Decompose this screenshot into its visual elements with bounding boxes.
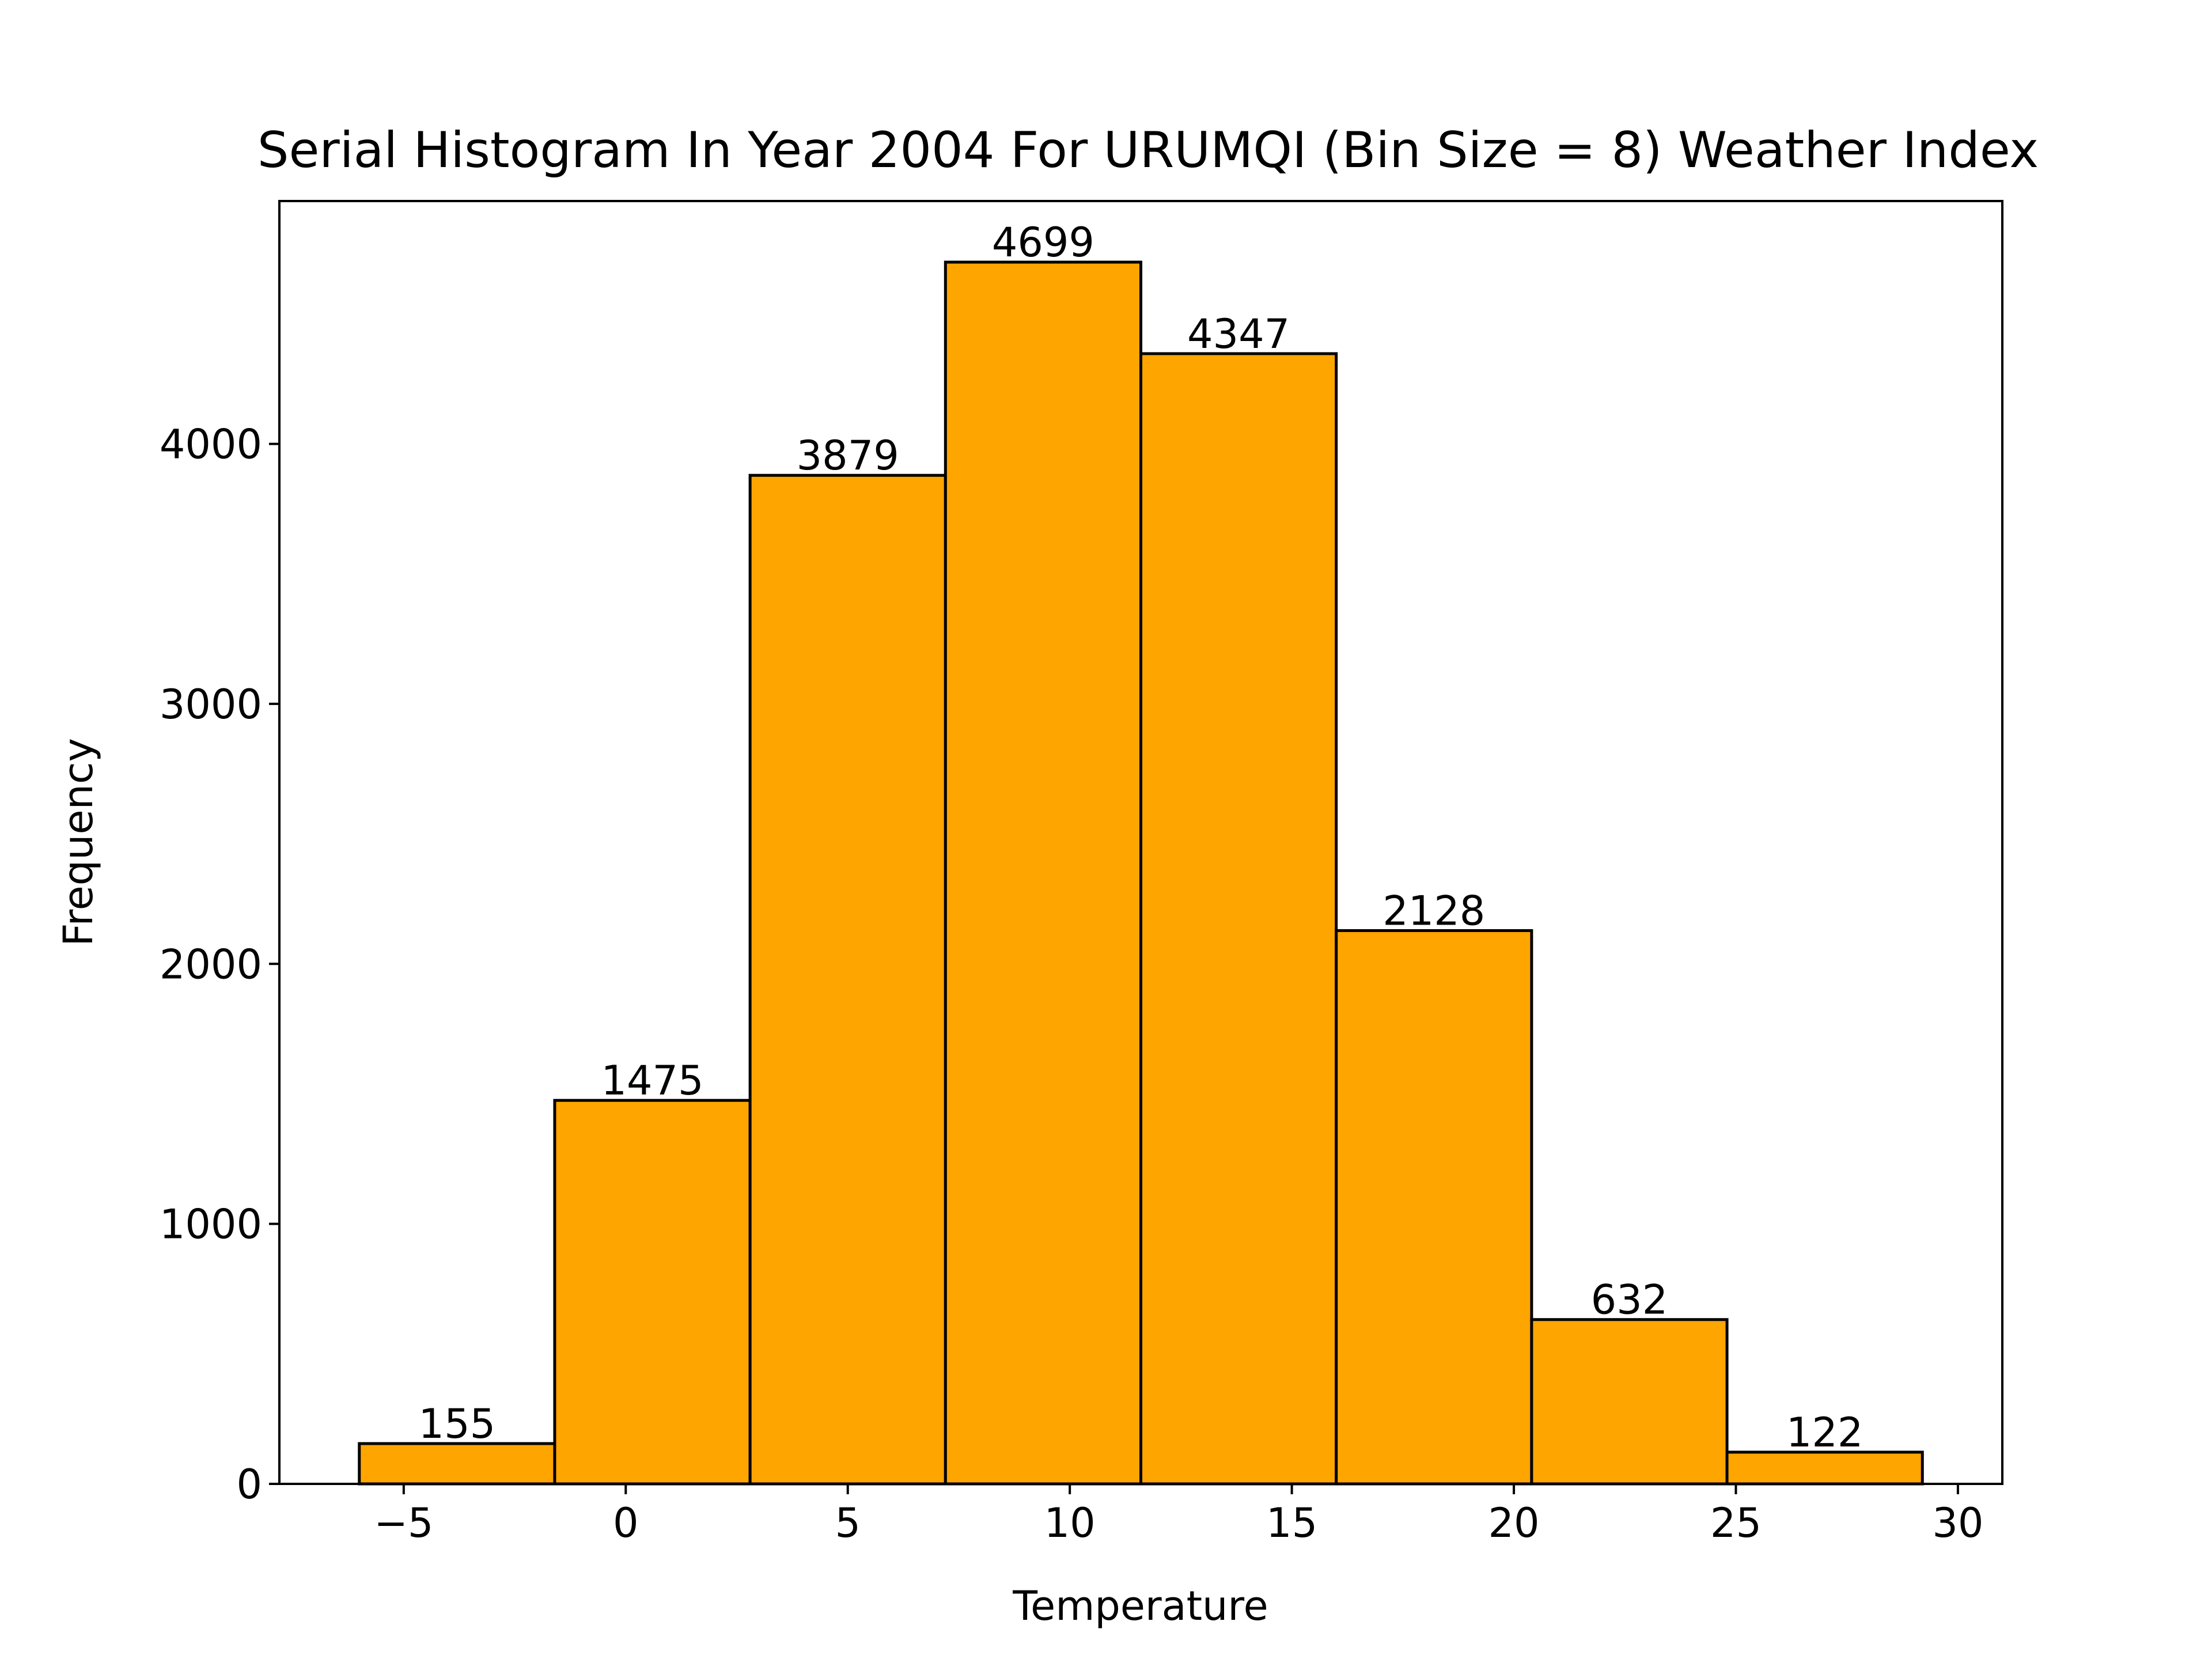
bar-value-label: 4699 [992,219,1094,266]
histogram-bar [1530,1318,1729,1486]
bar-value-label: 122 [1786,1409,1863,1456]
histogram-bar [944,260,1143,1486]
histogram-bar [748,474,947,1486]
x-axis-label: Temperature [1012,1582,1268,1630]
y-axis-label: Frequency [55,738,102,946]
x-tick-label: 15 [1266,1499,1317,1547]
x-axis: −5 0 5 10 15 20 25 30 [374,1484,1983,1547]
x-tick-label: 30 [1932,1499,1983,1547]
histogram-bar [1139,352,1338,1486]
x-tick-label: 5 [835,1499,861,1547]
bar-labels-layer: 155 1475 3879 4699 4347 2128 632 122 [419,219,1863,1456]
bar-value-label: 155 [419,1400,496,1448]
bar-value-label: 632 [1591,1277,1668,1324]
y-tick-label: 0 [236,1461,262,1508]
y-tick-label: 2000 [160,941,262,988]
bar-value-label: 3879 [797,432,899,479]
chart-title: Serial Histogram In Year 2004 For URUMQI… [257,122,2039,179]
histogram-bar [1335,929,1533,1486]
x-tick-label: −5 [374,1499,433,1547]
x-tick-label: 20 [1488,1499,1539,1547]
x-tick-label: 25 [1710,1499,1762,1547]
y-axis: 0 1000 2000 3000 4000 [160,421,279,1508]
y-tick-label: 3000 [160,681,262,728]
x-tick-label: 10 [1044,1499,1096,1547]
bars-layer [358,260,1924,1486]
histogram-bar [553,1099,752,1486]
x-tick-label: 0 [613,1499,639,1547]
bar-value-label: 2128 [1382,888,1485,935]
bar-value-label: 4347 [1187,310,1290,358]
bar-value-label: 1475 [601,1057,703,1104]
y-tick-label: 4000 [160,421,262,468]
plot-frame [278,200,2003,1485]
histogram-bar [1725,1450,1924,1486]
y-tick-label: 1000 [160,1201,262,1248]
histogram-bar [358,1442,556,1486]
